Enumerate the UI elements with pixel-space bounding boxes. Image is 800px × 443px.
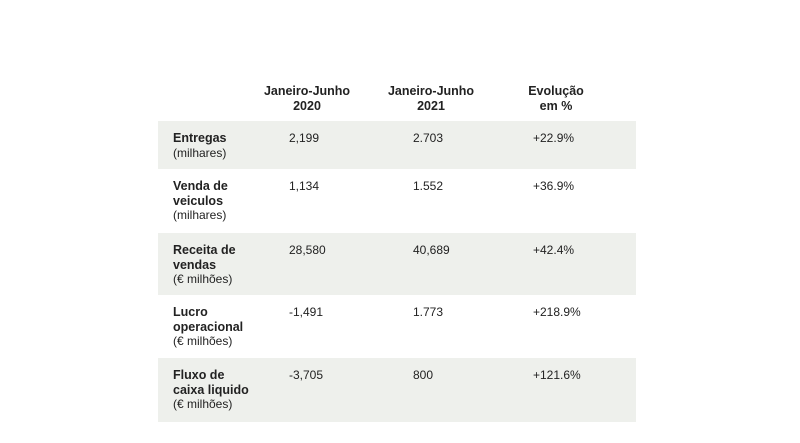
row-label: Fluxo de caixa liquido (€ milhões) [173,368,249,412]
label-line: Fluxo de [173,368,225,382]
label-line: Venda de [173,179,228,193]
row-label: Lucro operacional (€ milhões) [173,305,243,349]
header-line: Evolução [528,84,584,98]
value-2021: 40,689 [413,243,450,257]
value-2021: 2.703 [413,131,444,145]
value-2021: 1.552 [413,179,444,193]
value-2020: -1,491 [289,305,324,319]
value-2021: 800 [413,368,434,382]
header-line: Janeiro-Junho [387,84,475,98]
row-label: Receita de vendas (€ milhões) [173,243,236,287]
row-unit: (€ milhões) [173,334,233,348]
table-row: Receita de vendas (€ milhões) 28,580 40,689 +… [158,233,636,295]
results-table: Janeiro-Junho 2020 Janeiro-Junho 2021 Ev… [158,80,636,422]
header-2020: Janeiro-Junho 2020 [262,84,352,114]
header-2021: Janeiro-Junho 2021 [386,84,476,114]
table-row: Lucro operacional (€ milhões) -1,491 1.773 +2… [158,295,636,358]
label-line: caixa liquido [173,382,249,397]
table-row: Entregas (milhares) 2,199 2.703 +22.9% [158,121,636,169]
table-header: Janeiro-Junho 2020 Janeiro-Junho 2021 Ev… [158,80,636,121]
table-row: Fluxo de caixa liquido (€ milhões) -3,705 80… [158,358,636,422]
row-unit: (€ milhões) [173,397,233,411]
label-line: operacional [173,319,244,334]
label-line: Lucro [173,305,208,319]
value-2020: 1,134 [289,179,320,193]
label-line: Receita de [173,243,236,257]
value-change: +22.9% [533,131,575,145]
value-2020: -3,705 [289,368,324,382]
value-change: +36.9% [533,179,575,193]
table-row: Venda de veiculos (milhares) 1,134 1.552 +36.… [158,169,636,233]
row-unit: (milhares) [173,208,227,222]
header-line: 2020 [293,99,321,113]
value-change: +218.9% [533,305,581,319]
label-line: Entregas [173,131,227,145]
value-change: +42.4% [533,243,575,257]
value-2020: 2,199 [289,131,320,145]
header-line: em % [539,99,573,113]
row-unit: (€ milhões) [173,272,233,286]
row-label: Venda de veiculos (milhares) [173,179,228,223]
label-line: veiculos [173,193,224,208]
value-2020: 28,580 [289,243,326,257]
value-change: +121.6% [533,368,581,382]
value-2021: 1.773 [413,305,444,319]
row-unit: (milhares) [173,145,227,160]
header-line: Janeiro-Junho [263,84,351,98]
header-line: 2021 [417,99,445,113]
label-line: vendas [173,257,217,272]
header-change: Evolução em % [511,84,601,114]
row-label: Entregas (milhares) [173,131,227,160]
